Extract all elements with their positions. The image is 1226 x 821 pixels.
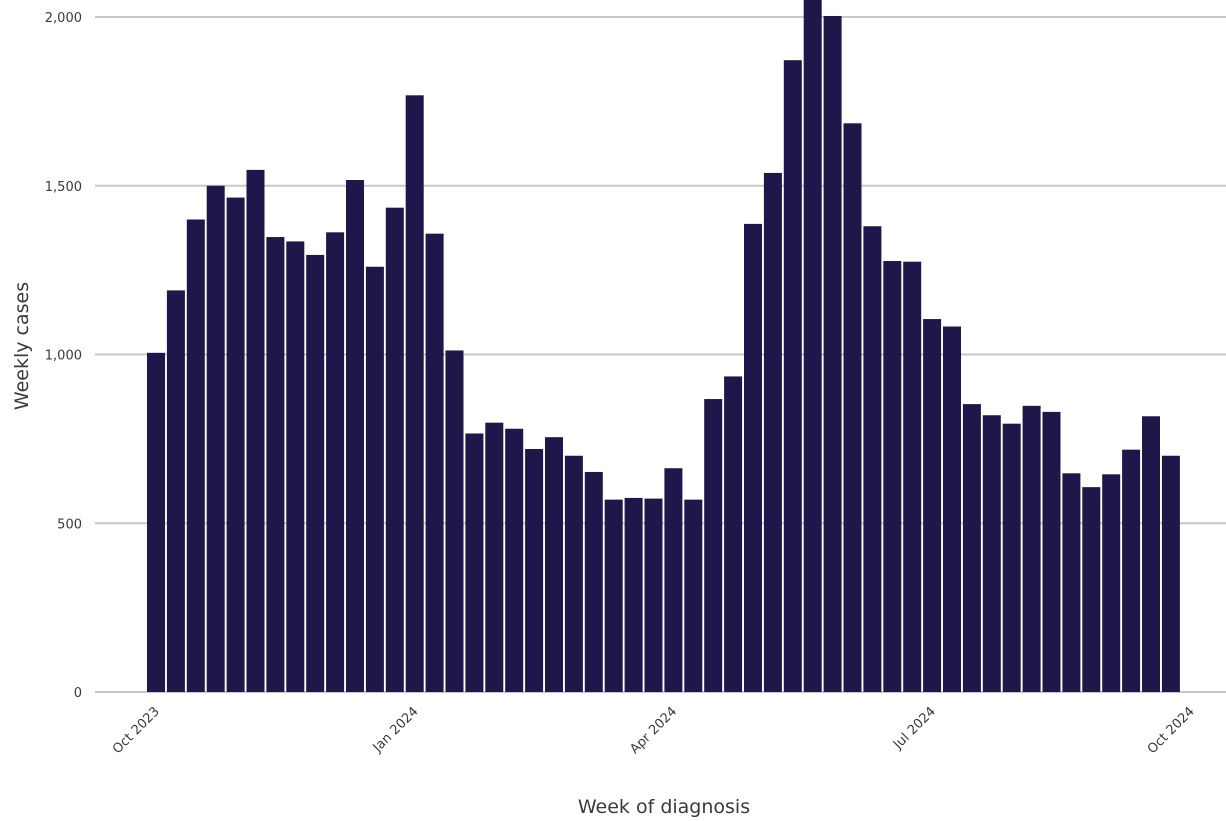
bar (326, 232, 345, 692)
bar (346, 180, 364, 692)
bar (186, 219, 205, 692)
bar (1042, 411, 1061, 692)
bar (206, 185, 225, 692)
bar (505, 428, 524, 692)
bar (1122, 449, 1141, 692)
bar (166, 290, 185, 692)
bar (744, 223, 762, 692)
bar (1022, 405, 1041, 692)
bar (584, 471, 603, 692)
bar (704, 399, 723, 692)
x-tick-label: Jan 2024 (370, 704, 422, 756)
bar (823, 15, 842, 693)
bar (803, 0, 822, 692)
bar (1102, 474, 1121, 692)
bar (465, 433, 484, 692)
x-tick-label: Oct 2024 (1145, 704, 1198, 757)
bar (883, 261, 902, 692)
y-tick-label: 1,500 (45, 180, 82, 195)
bar (445, 350, 464, 692)
bar (246, 169, 265, 692)
bar (863, 226, 882, 692)
bar (1161, 455, 1180, 692)
bar (664, 468, 683, 692)
bar (385, 207, 404, 692)
bar (564, 455, 583, 692)
bar (286, 241, 305, 692)
bar (545, 437, 563, 692)
bar (923, 319, 942, 692)
bar (783, 60, 802, 692)
bar (405, 95, 424, 693)
bar (425, 233, 444, 693)
y-tick-label: 500 (57, 517, 82, 532)
x-tick-label: Jul 2024 (890, 704, 939, 753)
bar (684, 499, 703, 692)
bar (604, 499, 623, 692)
y-axis-title: Weekly cases (11, 282, 33, 410)
bar (962, 404, 981, 692)
x-tick-label: Apr 2024 (627, 704, 680, 757)
y-tick-label: 2,000 (45, 11, 82, 26)
x-axis-tick-labels: Oct 2023 Jan 2024 Apr 2024 Jul 2024 Oct 2024 (110, 704, 1198, 757)
bar (226, 197, 245, 692)
bar (1142, 416, 1160, 692)
bar (266, 237, 285, 693)
bar (903, 261, 922, 692)
bar (1082, 487, 1101, 692)
bar (982, 415, 1001, 692)
bars (147, 0, 1180, 693)
bar (365, 266, 384, 692)
bar (763, 172, 782, 693)
bar (1062, 473, 1081, 692)
bar (1002, 423, 1021, 692)
x-axis-title: Week of diagnosis (578, 796, 750, 818)
x-tick-label: Oct 2023 (110, 704, 163, 757)
bar (843, 123, 862, 692)
y-axis-tick-labels: 0 500 1,000 1,500 2,000 (45, 11, 82, 701)
bar (525, 449, 544, 692)
bar (724, 376, 743, 692)
bar (624, 497, 643, 692)
y-tick-label: 0 (74, 686, 82, 701)
bar (306, 254, 325, 692)
bar (943, 326, 961, 692)
bar (644, 498, 663, 692)
y-tick-label: 1,000 (45, 349, 82, 364)
bar (147, 352, 165, 692)
bar (485, 422, 504, 692)
